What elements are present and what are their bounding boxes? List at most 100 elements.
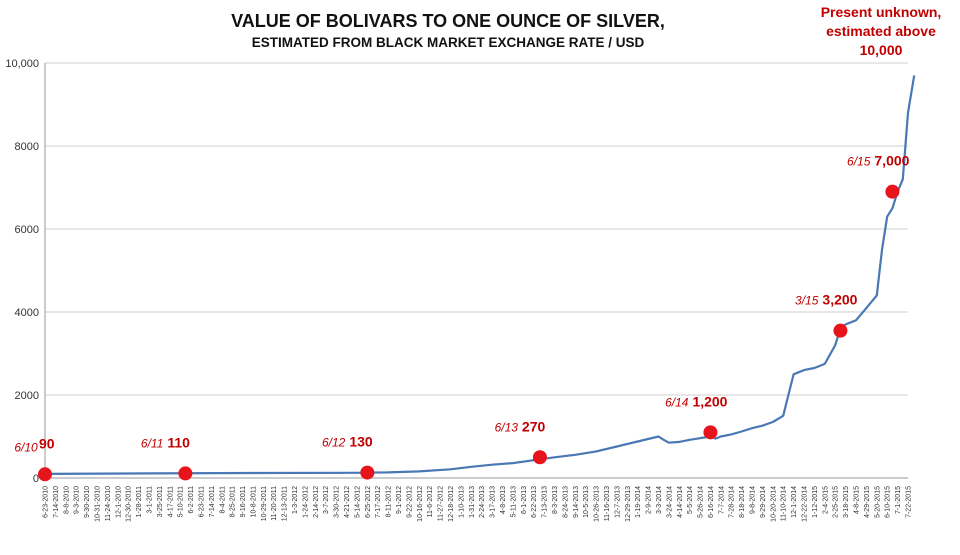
y-tick-label: 10,000 — [5, 58, 39, 70]
note-line-2: estimated above — [826, 23, 936, 39]
y-tick-label: 6000 — [15, 224, 39, 236]
annotation-value: 1,200 — [692, 393, 727, 409]
annotation-date: 6/15 — [847, 155, 871, 169]
y-tick-label: 4000 — [15, 307, 39, 319]
annotation-date: 6/13 — [495, 420, 519, 434]
x-tick-label: 10-29-2011 — [261, 486, 268, 521]
x-tick-label: 4-21-2012 — [344, 486, 351, 518]
x-tick-label: 7-1-2015 — [895, 486, 902, 514]
x-tick-label: 4-29-2015 — [864, 486, 871, 518]
x-tick-label: 6-23-2011 — [199, 486, 206, 518]
x-tick-label: 11-10-2014 — [781, 486, 788, 521]
x-tick-label: 8-11-2012 — [386, 486, 393, 518]
x-tick-label: 12-18-2012 — [448, 486, 455, 522]
grid-lines — [44, 62, 908, 479]
x-tick-label: 6-10-2015 — [885, 486, 892, 518]
x-tick-label: 6-1-2013 — [521, 486, 528, 514]
annotation-value: 130 — [349, 434, 373, 450]
x-tick-label: 4-14-2014 — [677, 486, 684, 518]
x-tick-label: 1-28-2011 — [136, 486, 143, 518]
x-tick-label: 11-27-2012 — [438, 486, 445, 521]
x-tick-label: 12-7-2013 — [614, 486, 621, 518]
x-tick-label: 1-19-2014 — [635, 486, 642, 518]
x-tick-label: 12-22-2014 — [802, 486, 809, 522]
x-tick-label: 7-14-2011 — [209, 486, 216, 518]
x-tick-label: 10-16-2012 — [417, 486, 424, 522]
x-tick-label: 7-17-2012 — [375, 486, 382, 518]
x-tick-label: 3-7-2012 — [323, 486, 330, 514]
x-axis-ticks: 6-23-2010 7-14-2010 8-8-2010 9-3-2010 9-30-2… — [43, 486, 913, 522]
annotation-marker — [833, 323, 848, 338]
annotation-marker — [360, 465, 375, 480]
annotation-date: 6/10 — [14, 440, 38, 454]
x-tick-label: 12-1-2014 — [791, 486, 798, 518]
annotation-date: 6/11 — [141, 436, 163, 450]
x-tick-label: 3-18-2015 — [843, 486, 850, 518]
x-tick-label: 9-3-2010 — [74, 486, 81, 514]
x-tick-label: 7-7-2014 — [718, 486, 725, 514]
x-tick-label: 8-4-2011 — [219, 486, 226, 514]
x-tick-label: 5-14-2012 — [354, 486, 361, 518]
x-tick-label: 4-8-2015 — [854, 486, 861, 514]
x-tick-label: 10-26-2013 — [594, 486, 601, 522]
x-tick-label: 6-16-2014 — [708, 486, 715, 518]
x-tick-label: 2-9-2014 — [646, 486, 653, 514]
x-tick-label: 7-14-2010 — [53, 486, 60, 518]
x-tick-label: 2-14-2012 — [313, 486, 320, 518]
x-tick-label: 10-31-2010 — [95, 486, 102, 522]
chart-subtitle: ESTIMATED FROM BLACK MARKET EXCHANGE RAT… — [252, 35, 645, 50]
x-tick-label: 12-29-2013 — [625, 486, 632, 522]
annotation-marker — [178, 466, 193, 481]
series-line — [44, 75, 916, 475]
note-line-1: Present unknown, — [821, 4, 942, 20]
x-tick-label: 9-1-2012 — [396, 486, 403, 514]
annotation-value: 7,000 — [874, 153, 909, 169]
x-tick-label: 9-14-2013 — [573, 486, 580, 518]
x-tick-label: 1-10-2013 — [458, 486, 465, 518]
x-tick-label: 9-22-2012 — [406, 486, 413, 518]
y-tick-label: 0 — [33, 473, 39, 485]
x-tick-label: 5-20-2015 — [874, 486, 881, 518]
x-tick-label: 12-1-2010 — [115, 486, 122, 518]
x-tick-label: 5-10-2011 — [178, 486, 185, 518]
annotation-value: 90 — [39, 435, 55, 451]
note-line-3: 10,000 — [860, 42, 903, 58]
x-tick-label: 4-17-2011 — [167, 486, 174, 518]
annotation-value: 110 — [167, 434, 190, 450]
x-tick-label: 9-29-2014 — [760, 486, 767, 518]
x-tick-label: 9-30-2010 — [84, 486, 91, 518]
x-tick-label: 11-20-2011 — [271, 486, 278, 521]
annotation-date: 6/12 — [322, 436, 346, 450]
x-tick-label: 8-24-2013 — [562, 486, 569, 518]
x-tick-label: 7-28-2014 — [729, 486, 736, 518]
x-tick-label: 7-22-2015 — [906, 486, 913, 518]
x-tick-label: 8-18-2014 — [739, 486, 746, 518]
x-tick-label: 3-17-2013 — [490, 486, 497, 518]
annotation-markers: 6/10 90 6/11 110 6/12 130 6/13 270 6/14 1,200 3/15… — [14, 153, 910, 482]
x-tick-label: 3-3-2014 — [656, 486, 663, 514]
y-tick-label: 2000 — [15, 390, 39, 402]
x-tick-label: 3-25-2011 — [157, 486, 164, 518]
x-tick-label: 5-11-2013 — [510, 486, 517, 518]
x-tick-label: 3-1-2011 — [147, 486, 154, 514]
x-tick-label: 8-3-2013 — [552, 486, 559, 514]
x-tick-label: 10-5-2013 — [583, 486, 590, 518]
present-unknown-note: Present unknown, estimated above 10,000 — [821, 4, 942, 58]
x-tick-label: 12-30-2010 — [126, 486, 133, 522]
x-tick-label: 1-31-2013 — [469, 486, 476, 518]
x-tick-label: 4-8-2013 — [500, 486, 507, 514]
x-tick-label: 1-24-2012 — [302, 486, 309, 518]
annotation-marker — [532, 450, 547, 465]
y-axis-ticks: 0 2000 4000 6000 8000 10,000 — [5, 58, 39, 485]
annotation-date: 3/15 — [795, 294, 819, 308]
x-tick-label: 2-24-2013 — [479, 486, 486, 518]
x-tick-label: 6-23-2010 — [43, 486, 50, 518]
x-tick-label: 10-20-2014 — [770, 486, 777, 522]
chart-title: VALUE OF BOLIVARS TO ONE OUNCE OF SILVER… — [231, 11, 665, 31]
x-tick-label: 2-25-2015 — [833, 486, 840, 518]
x-tick-label: 6-2-2011 — [188, 486, 195, 514]
x-tick-label: 9-16-2011 — [240, 486, 247, 518]
annotation-marker — [885, 184, 900, 199]
x-tick-label: 12-13-2011 — [282, 486, 289, 521]
